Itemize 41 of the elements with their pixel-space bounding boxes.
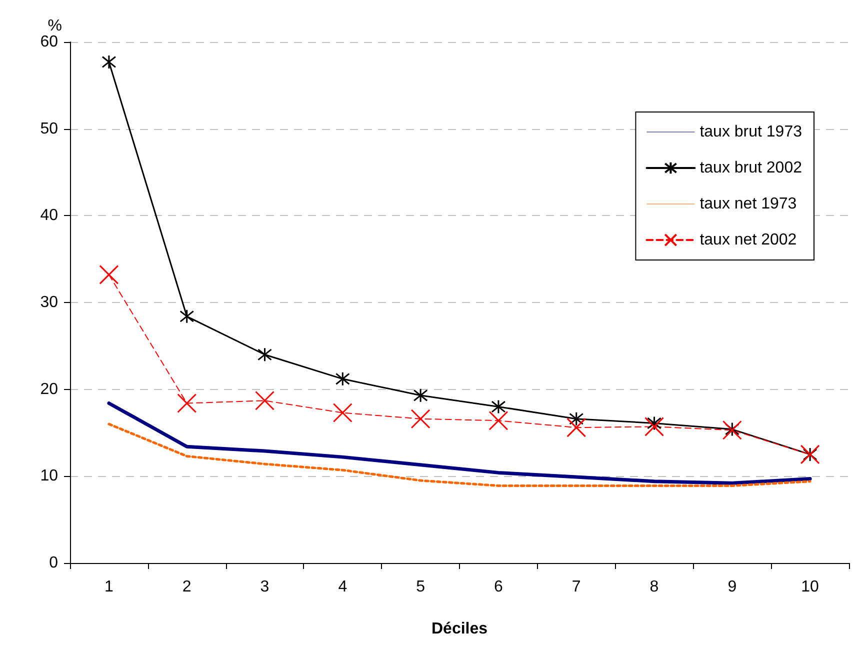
point (258, 347, 272, 362)
point (413, 388, 428, 403)
point (99, 264, 119, 284)
point (647, 416, 662, 430)
point (255, 390, 274, 410)
y-tick-label: 60 (40, 34, 58, 50)
legend-label: taux brut 2002 (700, 160, 802, 176)
x-tick-label: 1 (104, 578, 114, 596)
x-tick-label: 5 (416, 578, 426, 596)
point (644, 416, 664, 436)
x-tick-label: 8 (650, 578, 659, 596)
legend-label: taux net 1973 (700, 196, 797, 212)
point (491, 399, 506, 414)
point (566, 418, 586, 438)
point (569, 412, 584, 426)
point (335, 372, 350, 386)
x-axis-title: Déciles (431, 620, 488, 638)
x-tick-label: 4 (338, 578, 348, 596)
y-tick-label: 30 (40, 294, 58, 311)
y-tick-label: 10 (40, 468, 58, 485)
point (177, 393, 197, 413)
point (410, 409, 430, 429)
x-tick-label: 9 (728, 578, 737, 596)
point (488, 410, 508, 430)
legend-label: taux net 2002 (700, 232, 797, 248)
y-tick-label: 40 (40, 207, 58, 224)
x-tick-label: 10 (801, 578, 820, 596)
legend-label: taux brut 1973 (700, 124, 802, 140)
line-series (107, 401, 812, 485)
point (180, 309, 194, 324)
line-series (108, 422, 812, 487)
x-tick-label: 2 (182, 578, 192, 596)
point (332, 403, 352, 423)
point (102, 54, 116, 70)
y-axis-title: % (48, 18, 62, 34)
y-tick-label: 50 (40, 120, 58, 138)
y-tick-label: 0 (49, 554, 58, 572)
x-tick-label: 6 (494, 578, 503, 596)
y-tick-label: 20 (40, 380, 58, 398)
x-tick-label: 7 (572, 578, 581, 596)
x-tick-label: 3 (260, 578, 270, 596)
